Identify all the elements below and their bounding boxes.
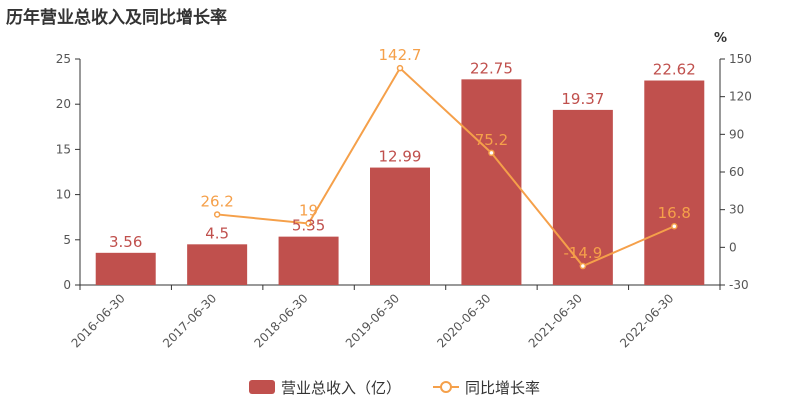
y-right-tick-label: 150 [729,52,752,66]
y-left-tick-label: 5 [63,233,71,247]
growth-value-label: 19 [299,201,318,219]
bar [187,244,248,285]
growth-point [305,220,312,227]
y-right-tick-label: 60 [729,165,744,179]
y-right-tick-label: 0 [729,240,737,254]
y-right-tick-label: 120 [729,90,752,104]
chart-title: 历年营业总收入及同比增长率 [6,8,227,28]
legend-bar-label: 营业总收入（亿） [281,379,401,397]
bar [552,109,613,285]
bar-value-label: 4.5 [205,224,229,242]
bar [644,80,705,285]
x-tick-label: 2018-06-30 [251,291,310,350]
bar [278,236,339,285]
growth-value-label: 26.2 [200,192,233,210]
growth-point [396,64,404,72]
legend-line-marker [440,381,452,393]
y-left-tick-label: 15 [56,142,71,156]
y-left-tick-label: 0 [63,278,71,292]
legend-bar-swatch [249,380,275,394]
x-tick-label: 2017-06-30 [160,291,219,350]
growth-point [671,222,678,230]
x-tick-label: 2019-06-30 [343,291,402,350]
y-left-tick-label: 20 [56,97,71,111]
growth-value-label: 16.8 [658,204,691,222]
bar-value-label: 19.37 [561,90,604,108]
bar-value-label: 22.62 [653,61,696,79]
y-left-tick-label: 10 [56,188,71,202]
y-right-tick-label: -30 [729,278,749,292]
y-left-tick-label: 25 [56,52,71,66]
growth-point [488,149,495,157]
bar-value-label: 5.35 [292,217,325,235]
growth-point [579,262,587,270]
x-tick-label: 2021-06-30 [526,291,585,350]
growth-value-label: -14.9 [563,244,602,262]
bar-value-label: 22.75 [470,59,513,77]
growth-value-label: 142.7 [379,46,422,64]
bar-value-label: 3.56 [109,233,142,251]
y-right-tick-label: 30 [729,203,744,217]
growth-line [217,66,675,268]
y-right-unit: % [714,31,727,46]
growth-point [213,211,221,218]
x-tick-label: 2022-06-30 [617,291,676,350]
bar [461,79,522,285]
y-right-tick-label: 90 [729,127,744,141]
x-tick-label: 2020-06-30 [434,291,493,350]
growth-value-label: 75.2 [475,131,508,149]
legend-line-label: 同比增长率 [465,379,540,397]
bar-value-label: 12.99 [379,148,422,166]
bar [95,252,156,285]
bar [370,167,430,285]
x-tick-label: 2016-06-30 [69,291,128,350]
